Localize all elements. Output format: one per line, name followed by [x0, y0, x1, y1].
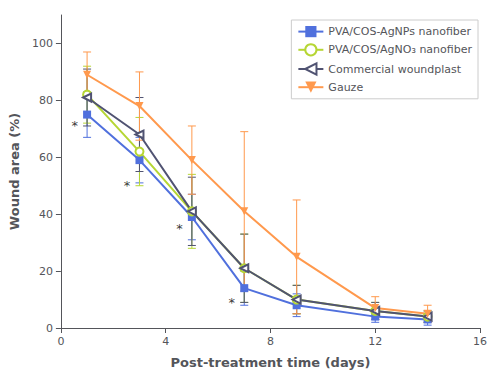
svg-text:100: 100 — [32, 37, 53, 50]
svg-text:Wound area (%): Wound area (%) — [7, 113, 22, 230]
svg-text:60: 60 — [39, 151, 53, 164]
svg-text:0: 0 — [57, 335, 64, 348]
svg-text:*: * — [176, 221, 183, 236]
svg-text:Post-treatment time (days): Post-treatment time (days) — [170, 355, 370, 370]
svg-text:*: * — [71, 118, 78, 133]
svg-text:12: 12 — [368, 335, 382, 348]
svg-text:20: 20 — [39, 265, 53, 278]
svg-text:PVA/COS/AgNO₃ nanofiber: PVA/COS/AgNO₃ nanofiber — [328, 43, 472, 56]
svg-text:4: 4 — [162, 335, 169, 348]
svg-text:0: 0 — [46, 322, 53, 335]
svg-text:PVA/COS-AgNPs nanofiber: PVA/COS-AgNPs nanofiber — [328, 25, 471, 38]
svg-text:8: 8 — [267, 335, 274, 348]
svg-text:16: 16 — [473, 335, 487, 348]
svg-text:80: 80 — [39, 94, 53, 107]
svg-text:*: * — [229, 295, 236, 310]
svg-text:Gauze: Gauze — [328, 81, 363, 94]
svg-text:40: 40 — [39, 208, 53, 221]
svg-text:*: * — [124, 178, 131, 193]
svg-text:Commercial woundplast: Commercial woundplast — [328, 63, 461, 76]
